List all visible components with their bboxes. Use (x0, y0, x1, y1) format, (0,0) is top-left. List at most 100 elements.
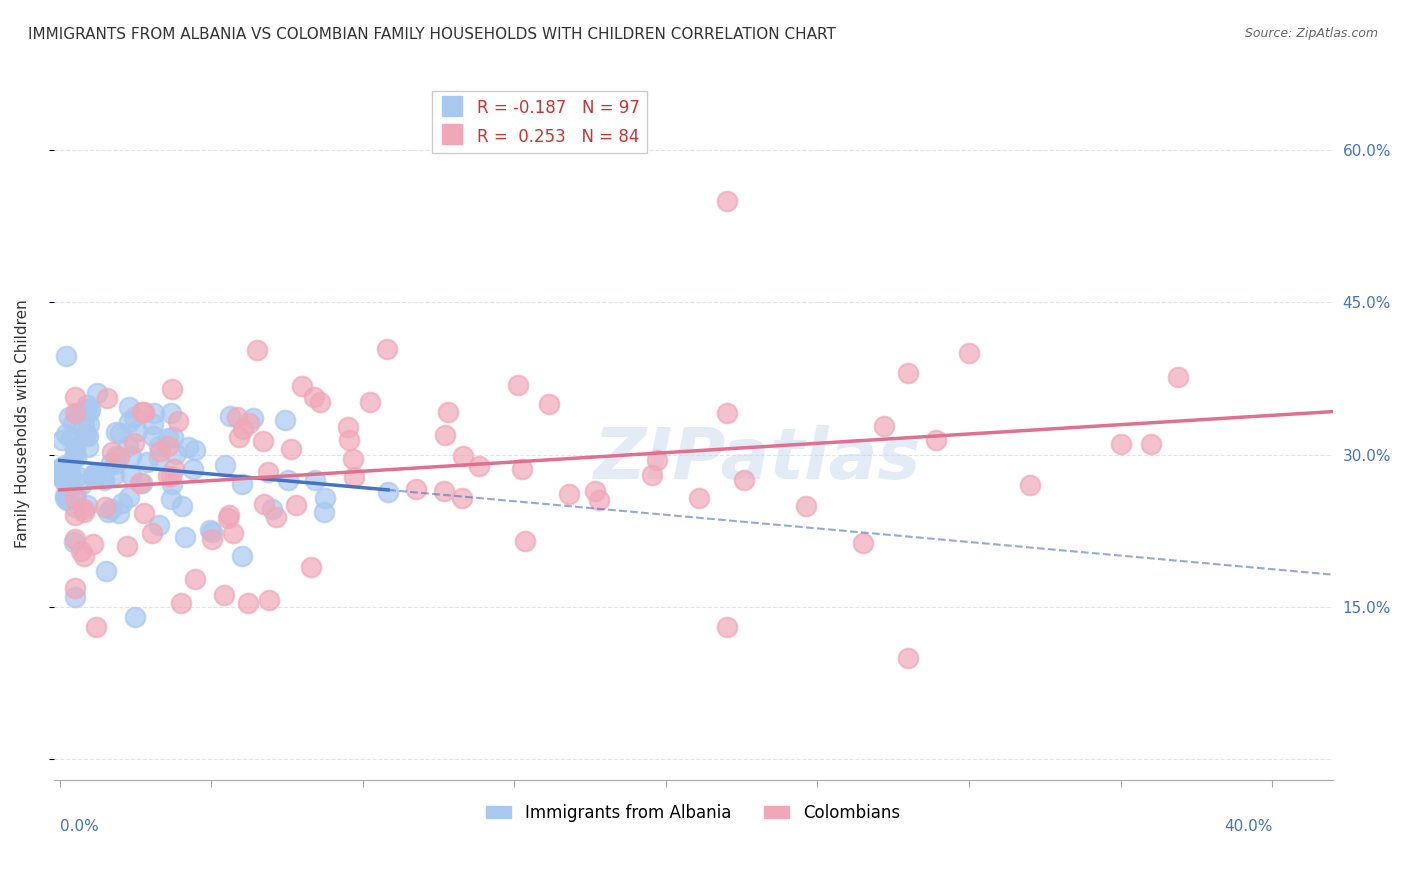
Point (73, 418, 96, 433)
Point (252, 434, 274, 449)
Point (163, 462, 186, 476)
Point (62, 452, 84, 467)
Point (93, 473, 115, 487)
Point (51, 460, 73, 475)
Point (131, 475, 153, 490)
Point (172, 499, 194, 513)
Point (274, 413, 297, 427)
Point (433, 484, 456, 499)
Point (128, 476, 150, 491)
Point (125, 424, 148, 438)
Point (184, 572, 207, 586)
Point (645, 453, 668, 467)
Point (228, 430, 250, 444)
Point (897, 366, 920, 380)
Point (852, 536, 875, 550)
Point (280, 442, 302, 457)
Point (160, 476, 183, 491)
Point (73, 427, 96, 442)
Point (118, 401, 141, 415)
Point (107, 450, 129, 464)
Point (302, 391, 325, 405)
Point (583, 484, 606, 499)
Point (957, 346, 980, 360)
Point (177, 440, 200, 454)
Point (70, 543, 93, 558)
Point (134, 405, 156, 419)
Point (79, 405, 101, 419)
Point (97, 505, 120, 519)
Point (304, 473, 326, 487)
Point (118, 490, 141, 504)
Point (82, 537, 104, 551)
Point (219, 409, 242, 424)
Point (142, 429, 165, 443)
Point (52, 472, 75, 486)
Point (641, 467, 664, 482)
Point (108, 507, 131, 521)
Point (184, 442, 207, 457)
Point (1167, 370, 1189, 384)
Point (77, 429, 100, 443)
Point (253, 497, 276, 511)
Point (53, 474, 76, 488)
Point (314, 505, 336, 519)
Text: IMMIGRANTS FROM ALBANIA VS COLOMBIAN FAMILY HOUSEHOLDS WITH CHILDREN CORRELATION: IMMIGRANTS FROM ALBANIA VS COLOMBIAN FAM… (28, 27, 837, 42)
Point (201, 524, 224, 539)
Point (82, 469, 104, 483)
Point (162, 430, 184, 444)
Point (75, 402, 97, 417)
Point (733, 473, 755, 487)
Point (118, 415, 141, 429)
Point (117, 539, 139, 553)
Point (513, 533, 536, 548)
Point (83, 467, 105, 481)
Point (82, 467, 104, 482)
Point (72, 477, 94, 491)
Point (62, 417, 84, 431)
Point (537, 397, 560, 411)
Point (508, 377, 530, 392)
Point (141, 526, 163, 541)
Point (66, 406, 89, 420)
Point (166, 414, 188, 428)
Point (156, 469, 179, 483)
Point (337, 419, 360, 434)
Point (63, 590, 86, 604)
Point (100, 502, 122, 516)
Point (160, 382, 183, 396)
Point (136, 455, 159, 469)
Point (343, 470, 366, 484)
Point (60, 431, 83, 445)
Point (96, 391, 118, 405)
Point (173, 530, 195, 544)
Point (148, 439, 170, 453)
Point (433, 428, 456, 442)
Point (165, 447, 187, 461)
Point (51, 433, 73, 447)
Point (77, 441, 100, 455)
Point (924, 433, 946, 447)
Point (450, 491, 472, 506)
Point (214, 458, 236, 473)
Point (65, 469, 87, 483)
Point (55, 427, 77, 442)
Point (160, 491, 183, 506)
Point (75, 426, 97, 441)
Point (84, 471, 107, 485)
Point (231, 477, 253, 491)
Point (104, 425, 127, 440)
Point (143, 406, 166, 420)
Point (65, 450, 87, 465)
Point (72, 549, 94, 564)
Point (63, 442, 86, 457)
Point (225, 409, 247, 424)
Point (63, 535, 86, 549)
Point (53, 491, 76, 505)
Point (183, 462, 205, 476)
Point (63, 391, 86, 405)
Point (1140, 437, 1163, 451)
Point (405, 482, 427, 496)
Point (468, 458, 491, 473)
Point (257, 593, 280, 607)
